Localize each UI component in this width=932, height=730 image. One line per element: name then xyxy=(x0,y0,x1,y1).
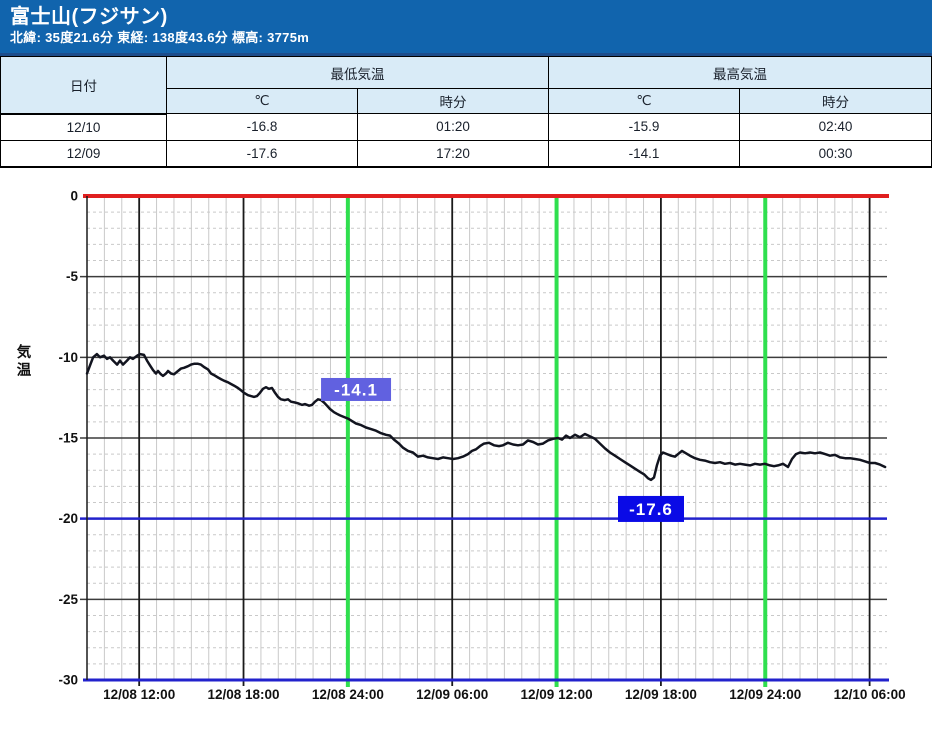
svg-text:12/08 18:00: 12/08 18:00 xyxy=(207,687,279,702)
svg-text:12/09 12:00: 12/09 12:00 xyxy=(521,687,593,702)
svg-text:-10: -10 xyxy=(58,349,78,364)
min-temp-cell: -17.6 xyxy=(166,139,358,167)
chart-panel: 0 -5 -10 -15 -20 -25 -30 12/08 12:00 12/08 18:00… xyxy=(0,168,932,730)
value-annotation-box xyxy=(618,495,684,522)
date-cell: 12/09 xyxy=(0,139,167,167)
station-coordinates: 北緯: 35度21.6分 東経: 138度43.6分 標高: 3775m xyxy=(10,30,310,45)
min-max-temperature-table: 日付 最低気温 最高気温 ℃ 時分 ℃ 時分 12/10 -16.8 01:20 -1… xyxy=(0,56,932,168)
axis-labels: 0 -5 -10 -15 -20 -25 -30 12/08 12:00 12/08 18:00… xyxy=(58,188,905,702)
grid-major xyxy=(80,195,887,686)
svg-text:-25: -25 xyxy=(58,591,78,606)
highlight-day-vlines xyxy=(345,195,768,687)
svg-text:12/09 06:00: 12/09 06:00 xyxy=(416,687,488,702)
col-header-max-temp-group: 最高気温 xyxy=(548,56,932,89)
svg-text:12/08 12:00: 12/08 12:00 xyxy=(103,687,175,702)
temperature-chart-svg: 0 -5 -10 -15 -20 -25 -30 12/08 12:00 12/08 18:00… xyxy=(17,188,906,702)
y-axis-title: 気温 xyxy=(17,343,32,379)
col-header-min-time: 時分 xyxy=(357,88,549,114)
axis-lines xyxy=(80,193,889,681)
col-header-min-temp-group: 最低気温 xyxy=(166,56,549,89)
svg-text:12/08 24:00: 12/08 24:00 xyxy=(312,687,384,702)
svg-text:-14.1: -14.1 xyxy=(334,380,378,399)
col-header-max-time: 時分 xyxy=(739,88,932,114)
table-row: 12/09 -17.6 17:20 -14.1 00:30 xyxy=(0,139,932,167)
temperature-line xyxy=(85,352,887,481)
date-cell: 12/10 xyxy=(0,113,167,141)
svg-text:-5: -5 xyxy=(66,269,78,284)
min-time-cell: 17:20 xyxy=(357,139,549,167)
min-time-cell: 01:20 xyxy=(357,113,549,141)
temperature-table-body: 12/10 -16.8 01:20 -15.9 02:40 12/09 -17.6 17:20… xyxy=(0,113,932,167)
max-time-cell: 02:40 xyxy=(739,113,932,141)
table-row: 12/10 -16.8 01:20 -15.9 02:40 xyxy=(0,113,932,141)
svg-text:温: 温 xyxy=(17,362,32,379)
svg-text:12/09 18:00: 12/09 18:00 xyxy=(625,687,697,702)
svg-text:-17.6: -17.6 xyxy=(629,499,673,518)
max-time-cell: 00:30 xyxy=(739,139,932,167)
page-title: 富士山(フジサン) xyxy=(10,6,168,28)
svg-text:12/09 24:00: 12/09 24:00 xyxy=(729,687,801,702)
svg-text:12/10 06:00: 12/10 06:00 xyxy=(834,687,906,702)
max-temp-cell: -15.9 xyxy=(548,113,740,141)
col-header-min-celsius: ℃ xyxy=(166,88,358,114)
svg-text:気: 気 xyxy=(17,343,32,361)
value-annotation-box xyxy=(321,377,392,401)
max-temp-cell: -14.1 xyxy=(548,139,740,167)
col-header-date: 日付 xyxy=(0,56,167,115)
svg-text:0: 0 xyxy=(70,188,78,203)
page-header: 富士山(フジサン) 北緯: 35度21.6分 東経: 138度43.6分 標高:… xyxy=(0,0,932,56)
svg-text:-20: -20 xyxy=(58,511,78,526)
svg-text:-15: -15 xyxy=(58,430,78,445)
col-header-max-celsius: ℃ xyxy=(548,88,740,114)
svg-text:-30: -30 xyxy=(58,672,78,687)
annotations: -14.1 -17.6 xyxy=(321,377,684,522)
min-temp-cell: -16.8 xyxy=(166,113,358,141)
